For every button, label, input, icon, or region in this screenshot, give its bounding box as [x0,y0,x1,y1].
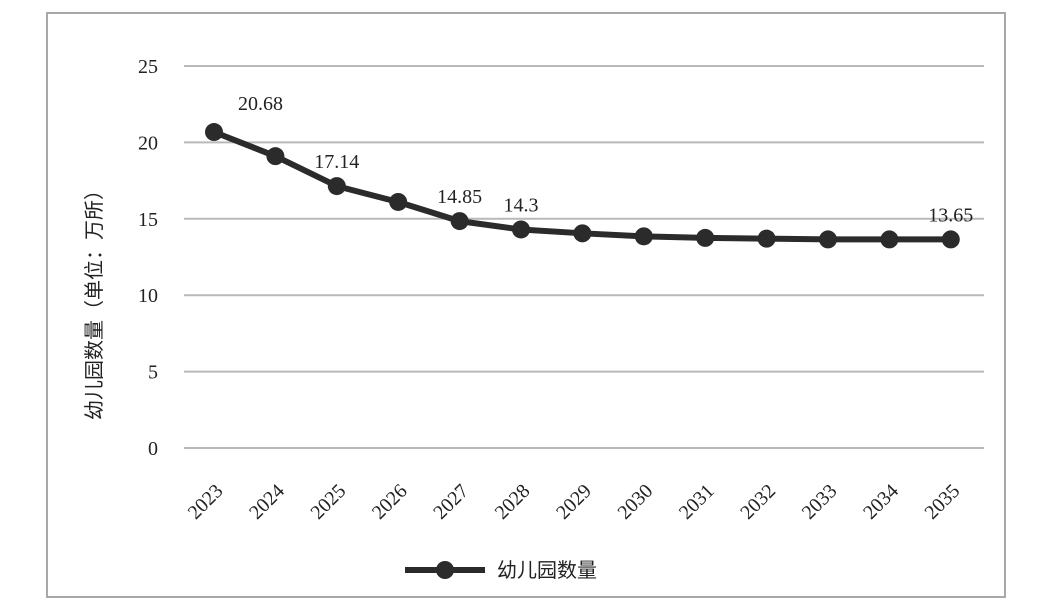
series-line-group [205,123,960,249]
y-tick-label: 20 [138,132,158,154]
x-tick-labels: 2023 2024 2025 2026 2027 2028 2029 2030 2031 2032… [184,480,965,524]
data-label: 14.85 [437,186,482,208]
y-tick-label: 25 [138,56,158,78]
data-labels: 20.68 17.14 14.85 14.3 13.65 [238,93,973,226]
data-point [757,229,776,248]
x-tick-label: 2035 [920,480,964,524]
y-tick-label: 0 [148,438,158,460]
data-point [512,220,530,239]
data-point [450,212,469,231]
data-label: 17.14 [314,151,359,173]
y-tick-labels: 0 5 10 15 20 25 [138,56,158,460]
data-point [205,123,223,142]
y-tick-label: 10 [138,285,158,307]
legend-label: 幼儿园数量 [497,558,597,582]
data-point [696,228,715,247]
legend-marker-swatch [436,561,454,579]
x-tick-label: 2024 [245,480,289,524]
x-tick-label: 2026 [368,480,412,524]
data-label: 13.65 [928,204,973,226]
data-point [573,224,592,243]
chart-frame: 0 5 10 15 20 25 2023 2024 2025 2026 2027 2028 2029 2… [46,12,1006,598]
legend: 幼儿园数量 [405,558,597,582]
x-tick-label: 2029 [552,480,596,524]
x-tick-label: 2032 [736,480,780,524]
x-tick-label: 2031 [675,480,719,524]
y-tick-label: 15 [138,209,158,231]
x-tick-label: 2034 [859,480,903,524]
gridlines [184,65,984,449]
data-point [327,177,346,196]
data-point [819,230,837,249]
data-point [266,147,285,166]
data-label: 20.68 [238,93,283,115]
x-tick-label: 2028 [491,480,535,524]
x-tick-label: 2033 [798,480,842,524]
data-label: 14.3 [504,194,539,216]
data-point [389,192,408,211]
y-axis-title: 幼儿园数量（单位：万所） [82,180,106,420]
x-tick-label: 2030 [613,480,657,524]
x-tick-label: 2025 [306,480,350,524]
series-line [211,129,954,243]
data-point [634,227,653,246]
data-point [941,230,960,249]
x-tick-label: 2023 [184,480,228,524]
data-point [880,230,899,249]
y-tick-label: 5 [148,362,158,384]
x-tick-label: 2027 [429,480,473,524]
